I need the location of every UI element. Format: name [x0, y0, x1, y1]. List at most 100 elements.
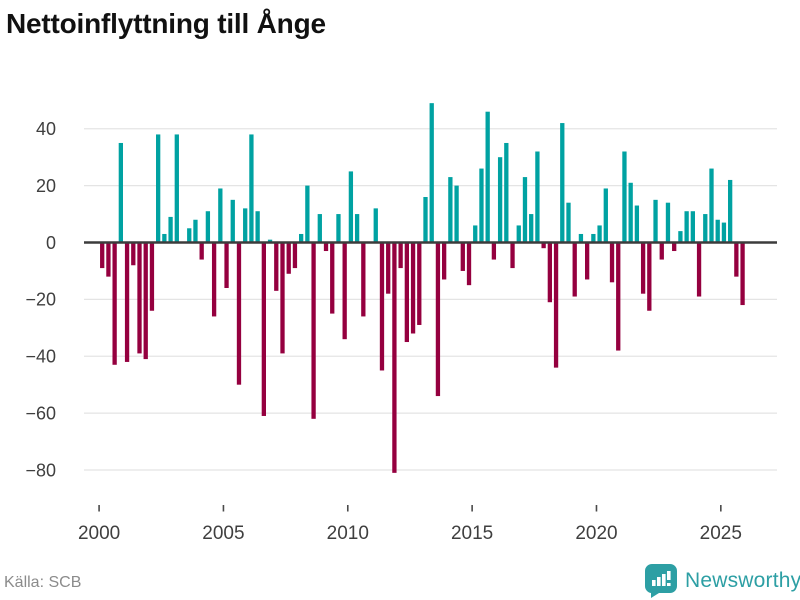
bar — [497, 157, 503, 243]
y-tick-label: −40 — [25, 347, 56, 367]
bar — [740, 242, 745, 306]
bar — [597, 225, 602, 243]
newsworthy-logo: Newsworthy — [644, 563, 800, 598]
bar — [218, 188, 223, 243]
bar — [566, 202, 571, 243]
bar — [354, 214, 360, 243]
bar — [479, 168, 484, 243]
bar — [230, 199, 235, 243]
bar — [118, 142, 123, 243]
bar — [622, 151, 627, 243]
bar — [423, 197, 428, 243]
bar — [174, 134, 179, 243]
bar — [578, 233, 584, 243]
bar — [734, 242, 739, 277]
bar — [317, 214, 322, 243]
bar — [703, 214, 708, 243]
bar — [162, 233, 167, 243]
bar — [193, 219, 198, 243]
bar — [678, 231, 683, 243]
bar — [647, 242, 652, 311]
bar — [156, 134, 161, 243]
bar — [547, 242, 552, 303]
bar — [336, 214, 341, 243]
bar — [591, 233, 596, 243]
bar — [504, 142, 509, 243]
bar — [267, 239, 273, 243]
bar — [603, 188, 608, 243]
x-tick-label: 2025 — [700, 523, 742, 544]
bar — [236, 242, 242, 385]
bar — [168, 216, 173, 243]
bar — [323, 242, 329, 252]
bar — [448, 177, 453, 243]
bar — [522, 177, 528, 243]
bar — [280, 242, 285, 354]
bar — [100, 242, 105, 269]
bar — [510, 242, 515, 269]
bar — [721, 222, 727, 243]
bar — [715, 219, 720, 243]
bar — [672, 242, 677, 252]
bar — [410, 242, 416, 334]
bar — [535, 151, 540, 243]
bar — [342, 242, 347, 340]
bar — [187, 228, 192, 243]
bar — [392, 242, 397, 473]
y-tick-label: 40 — [36, 119, 56, 139]
bar — [373, 208, 378, 243]
bar — [404, 242, 409, 343]
bar — [634, 205, 640, 243]
bar-chart-speech-bubble-icon — [644, 564, 677, 598]
bar — [616, 242, 621, 351]
bar — [106, 242, 111, 277]
y-tick-label: −20 — [25, 290, 56, 310]
x-tick-label: 2000 — [78, 523, 120, 544]
bar — [485, 111, 490, 243]
bar — [529, 214, 534, 243]
newsworthy-logo-text: Newsworthy — [685, 568, 800, 592]
bar — [137, 242, 142, 354]
chart-title: Nettoinflyttning till Ånge — [6, 8, 326, 39]
bar — [491, 242, 497, 260]
bar — [379, 242, 385, 371]
bar — [398, 242, 403, 269]
bar — [709, 168, 714, 243]
bar — [659, 242, 664, 260]
source-label: Källa: SCB — [4, 574, 82, 591]
bar — [299, 233, 304, 243]
bar — [429, 103, 434, 243]
y-tick-label: −80 — [25, 460, 56, 480]
bar — [224, 242, 229, 288]
bar — [149, 242, 155, 311]
bar — [311, 242, 316, 419]
bar — [112, 242, 117, 365]
bar — [249, 134, 254, 243]
bar — [330, 242, 335, 314]
bar — [205, 211, 211, 243]
bar — [466, 242, 472, 286]
bar — [728, 179, 733, 243]
bar — [454, 185, 459, 243]
bar — [609, 242, 615, 283]
bar — [572, 242, 577, 297]
y-tick-label: 0 — [46, 233, 56, 253]
bar — [541, 242, 546, 249]
bar — [690, 211, 695, 243]
bar — [361, 242, 366, 317]
bar — [417, 242, 422, 325]
bar — [435, 242, 441, 397]
bar — [274, 242, 279, 291]
bar — [286, 242, 291, 274]
x-tick-label: 2010 — [327, 523, 369, 544]
bar — [560, 123, 565, 243]
y-tick-label: −60 — [25, 403, 56, 423]
bar — [131, 242, 136, 266]
bar — [243, 208, 248, 243]
bar — [553, 242, 559, 368]
bar — [585, 242, 590, 280]
x-tick-label: 2015 — [451, 523, 493, 544]
bar — [628, 182, 633, 243]
bar — [653, 199, 658, 243]
